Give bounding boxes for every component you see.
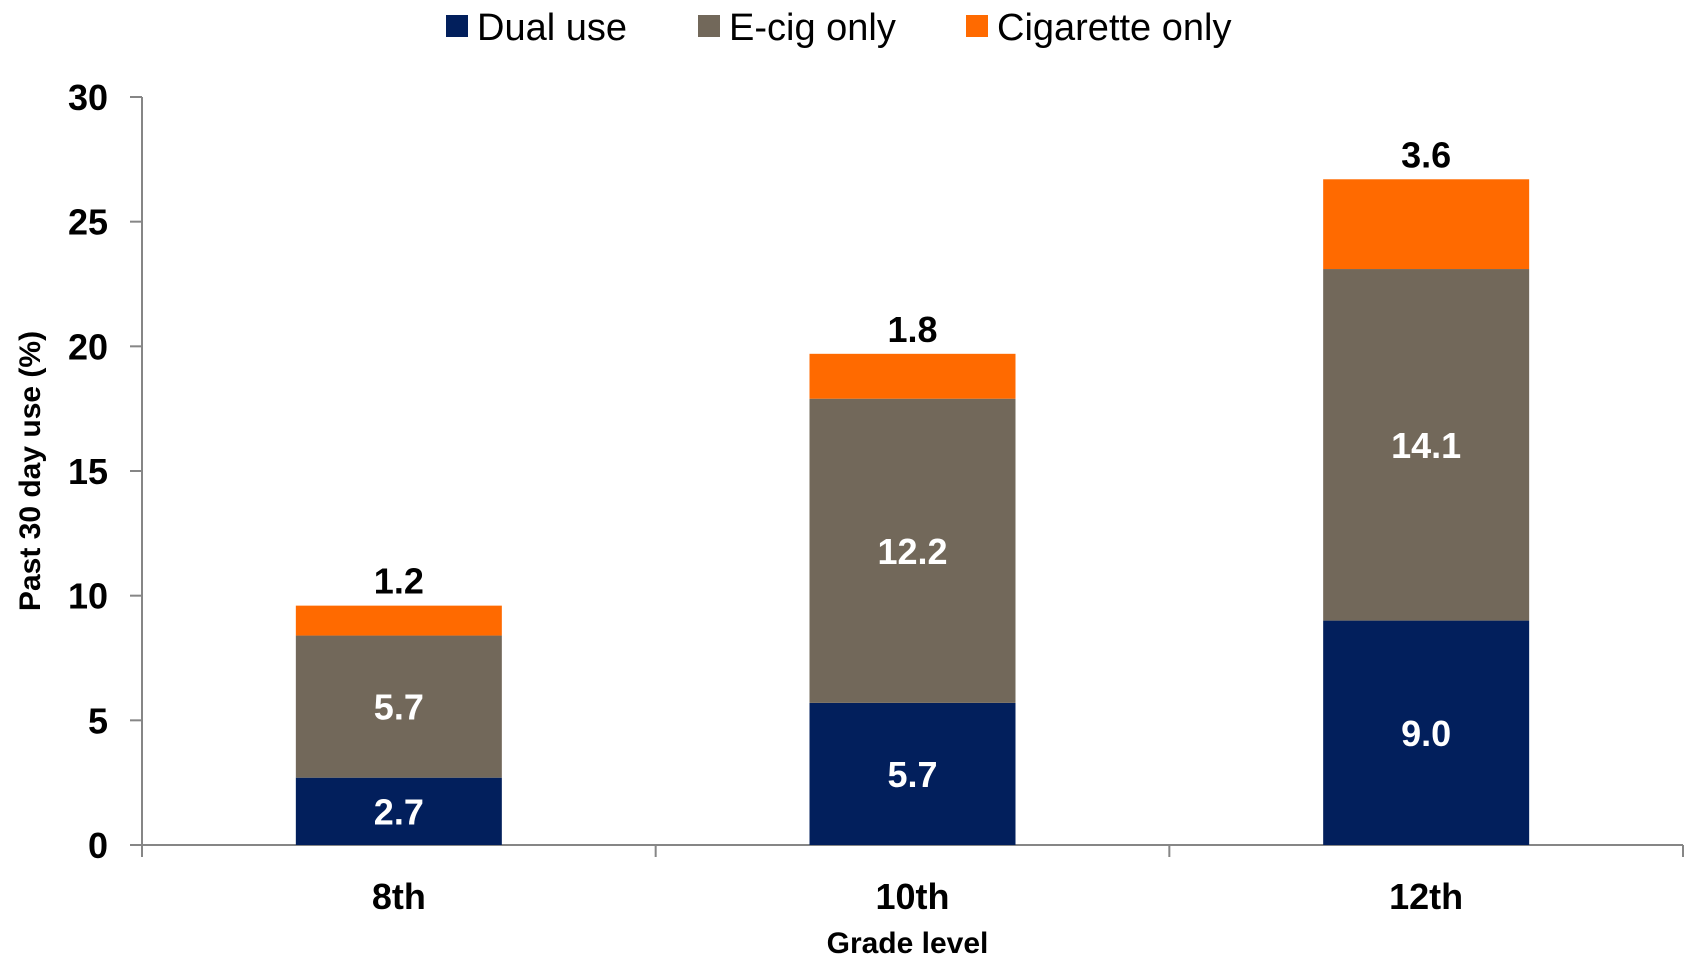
y-tick-label: 20	[68, 326, 108, 367]
legend-swatch	[966, 15, 988, 37]
x-axis-title: Grade level	[827, 927, 989, 960]
bar-segment	[295, 605, 502, 636]
x-axis: 8th 10th 12th	[141, 844, 1684, 917]
data-label: 1.2	[374, 561, 424, 602]
x-tick-label: 8th	[372, 876, 426, 917]
y-tick-label: 10	[68, 576, 108, 617]
x-tick-label: 10th	[875, 876, 949, 917]
data-label: 14.1	[1391, 425, 1461, 466]
y-tick-label: 30	[68, 77, 108, 118]
y-axis-title: Past 30 day use (%)	[14, 331, 47, 611]
data-label: 9.0	[1401, 713, 1451, 754]
y-tick-label: 25	[68, 202, 108, 243]
data-label: 12.2	[877, 531, 947, 572]
legend-label: Dual use	[477, 7, 627, 49]
bars: 2.7 5.7 1.2 5.7 12.2 1.8 9.0 14.1 3.6	[295, 134, 1530, 845]
data-label: 5.7	[374, 687, 424, 728]
bar-segment	[809, 702, 1016, 845]
data-label: 1.8	[887, 309, 937, 350]
y-tick-label: 15	[68, 451, 108, 492]
data-label: 2.7	[374, 791, 424, 832]
y-axis: 0 5 10 15 20 25 30	[68, 77, 143, 866]
bar-segment	[1323, 269, 1530, 621]
bar-segment	[295, 777, 502, 845]
legend-swatch	[446, 15, 468, 37]
data-label: 3.6	[1401, 134, 1451, 175]
y-tick-label: 0	[88, 825, 108, 866]
x-tick-label: 12th	[1389, 876, 1463, 917]
bar-segment	[809, 353, 1016, 399]
bar-segment	[1323, 620, 1530, 845]
bar-segment	[809, 398, 1016, 703]
legend-label: Cigarette only	[997, 7, 1231, 49]
data-label: 5.7	[887, 754, 937, 795]
legend: Dual use E-cig only Cigarette only	[446, 7, 1231, 49]
bar-segment	[1323, 179, 1530, 270]
legend-swatch	[698, 15, 720, 37]
legend-label: E-cig only	[729, 7, 896, 49]
bar-segment	[295, 635, 502, 778]
y-tick-label: 5	[88, 700, 108, 741]
